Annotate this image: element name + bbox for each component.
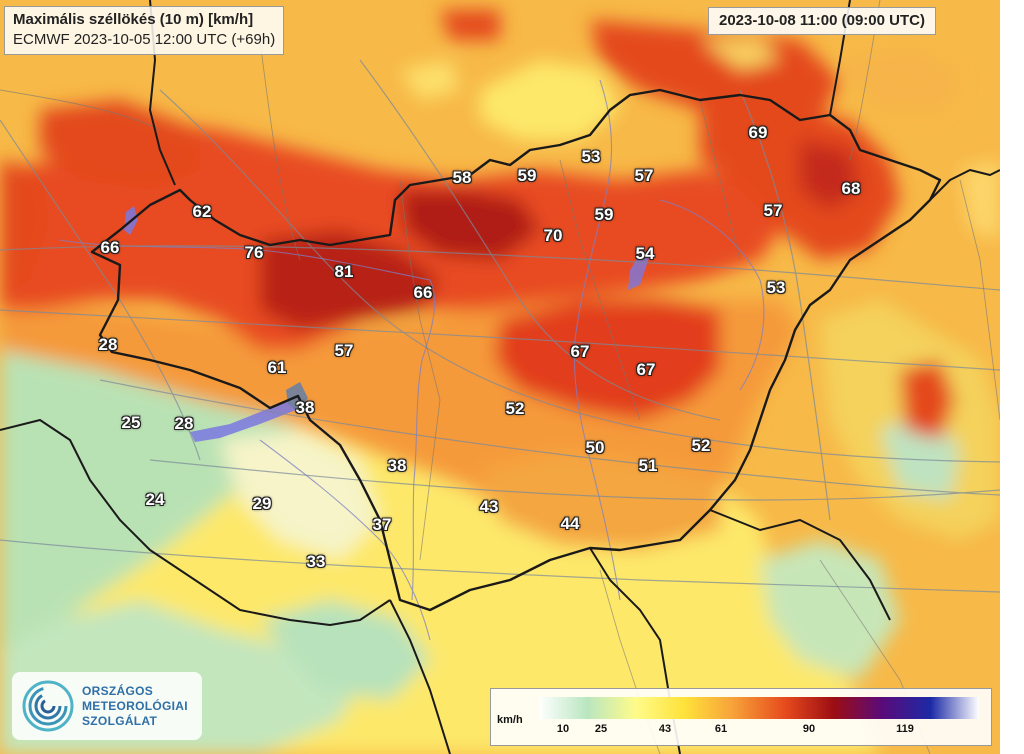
legend-tick-label: 119 xyxy=(896,723,914,735)
gust-value-label: 68 xyxy=(841,179,861,198)
gust-value-label: 53 xyxy=(581,147,601,166)
gust-value-label: 38 xyxy=(295,398,315,417)
omsz-logo: ORSZÁGOS METEOROLÓGIAI SZOLGÁLAT xyxy=(12,672,202,740)
legend-tick-label: 61 xyxy=(714,723,728,735)
rivers xyxy=(59,79,765,641)
gust-value-label: 33 xyxy=(306,552,326,571)
gust-value-label: 66 xyxy=(413,283,433,302)
logo-line-1: ORSZÁGOS xyxy=(82,684,154,698)
logo-line-2: METEOROLÓGIAI xyxy=(82,699,188,713)
gust-value-label: 67 xyxy=(636,360,656,379)
gust-value-label: 50 xyxy=(585,438,605,457)
gust-value-label: 25 xyxy=(121,413,141,432)
valid-time-label: 2023-10-08 11:00 (09:00 UTC) xyxy=(708,7,936,35)
gust-value-label: 59 xyxy=(517,166,537,185)
gust-value-label: 67 xyxy=(570,342,590,361)
gust-value-label: 24 xyxy=(145,490,165,509)
legend-tick-label: 43 xyxy=(658,723,672,735)
gust-value-label: 57 xyxy=(334,341,354,360)
country-border-hungary xyxy=(90,88,942,612)
gust-value-label: 44 xyxy=(560,514,580,533)
gust-value-label: 52 xyxy=(505,399,525,418)
wind-field xyxy=(0,10,1000,754)
gust-value-label: 66 xyxy=(100,238,120,257)
logo-text: ORSZÁGOS METEOROLÓGIAI SZOLGÁLAT xyxy=(82,684,188,729)
gust-value-label: 59 xyxy=(594,205,614,224)
legend-unit: km/h xyxy=(497,714,523,726)
gust-value-label: 53 xyxy=(766,278,786,297)
gust-value-label: 58 xyxy=(452,168,472,187)
gust-value-label: 57 xyxy=(634,166,654,185)
legend-tick-label: 10 xyxy=(556,723,570,735)
map-title: Maximális széllökés (10 m) [km/h] xyxy=(13,11,254,28)
gust-value-label: 54 xyxy=(635,244,655,263)
gust-value-label: 51 xyxy=(638,456,658,475)
gust-value-label: 37 xyxy=(372,515,392,534)
gust-value-label: 76 xyxy=(244,243,264,262)
logo-line-3: SZOLGÁLAT xyxy=(82,714,158,728)
gust-value-label: 28 xyxy=(98,335,118,354)
gust-value-label: 62 xyxy=(192,202,212,221)
swirl-logo-icon xyxy=(22,680,74,732)
legend-tick-label: 90 xyxy=(802,723,816,735)
gust-value-label: 69 xyxy=(748,123,768,142)
model-run-info: ECMWF 2023-10-05 12:00 UTC (+69h) xyxy=(13,31,276,48)
map-title-box: Maximális széllökés (10 m) [km/h] ECMWF … xyxy=(4,6,285,55)
gust-value-label: 57 xyxy=(763,201,783,220)
color-legend: km/h 10 25 43 61 90 119 xyxy=(490,688,992,746)
streamlines xyxy=(0,59,1000,593)
legend-color-bar xyxy=(539,697,979,719)
gust-value-label: 70 xyxy=(543,226,563,245)
gust-value-label: 81 xyxy=(334,262,354,281)
gust-value-label: 29 xyxy=(252,494,272,513)
gust-value-label: 43 xyxy=(479,497,499,516)
gust-value-label: 38 xyxy=(387,456,407,475)
gust-value-label: 61 xyxy=(267,358,287,377)
gust-value-label: 28 xyxy=(174,414,194,433)
legend-tick-label: 25 xyxy=(594,723,608,735)
wind-gust-map xyxy=(0,0,1000,754)
gust-value-label: 52 xyxy=(691,436,711,455)
